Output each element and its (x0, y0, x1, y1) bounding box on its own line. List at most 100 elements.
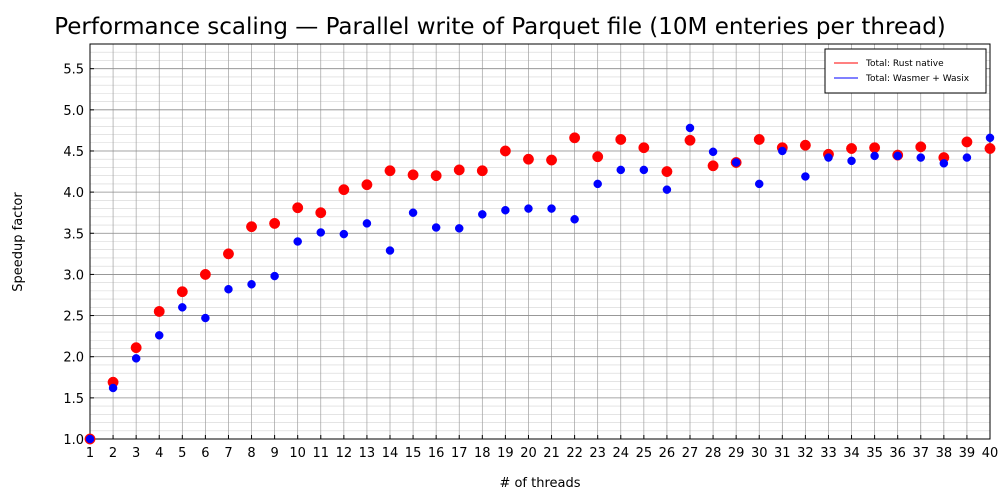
y-axis: 1.0 1.5 2.0 2.5 3.0 3.5 4.0 4.5 5.0 5.5 (63, 63, 94, 448)
x-tick-label: 14 (382, 446, 399, 461)
x-tick-label: 36 (889, 446, 906, 461)
x-tick-label: 3 (132, 446, 140, 461)
y-tick-label: 5.0 (63, 104, 84, 119)
data-point-series-0 (661, 166, 673, 178)
data-point-series-0 (684, 134, 696, 146)
x-tick-label: 30 (751, 446, 768, 461)
legend: Total: Rust native Total: Wasmer + Wasix (824, 48, 987, 94)
major-grid (89, 44, 991, 440)
data-point-series-0 (476, 165, 488, 177)
legend-label-rust: Total: Rust native (865, 59, 944, 69)
x-tick-label: 11 (312, 446, 329, 461)
data-point-series-1 (178, 303, 187, 312)
x-tick-label: 20 (520, 446, 537, 461)
x-tick-label: 33 (820, 446, 837, 461)
x-tick-label: 34 (843, 446, 860, 461)
data-point-series-1 (408, 208, 418, 217)
data-point-series-0 (984, 143, 996, 154)
data-point-series-1 (547, 204, 556, 213)
data-point-series-0 (176, 286, 188, 298)
y-axis-label: Speedup factor (11, 192, 26, 292)
data-point-series-1 (985, 133, 995, 143)
data-point-series-1 (201, 313, 210, 323)
data-point-series-0 (246, 221, 257, 233)
x-tick-label: 10 (289, 446, 306, 461)
x-tick-label: 5 (178, 446, 186, 461)
x-tick-label: 35 (866, 446, 883, 461)
data-point-series-1 (708, 147, 718, 157)
y-tick-label: 2.0 (63, 351, 84, 366)
data-point-series-1 (293, 237, 302, 246)
x-tick-label: 29 (728, 446, 745, 461)
data-point-series-0 (130, 342, 142, 354)
data-point-series-1 (893, 151, 902, 161)
x-tick-label: 8 (247, 446, 255, 461)
data-point-series-1 (939, 159, 949, 168)
x-tick-label: 19 (497, 446, 514, 461)
minor-grid (90, 43, 990, 440)
data-point-series-0 (499, 145, 511, 157)
data-point-series-1 (616, 165, 626, 175)
x-tick-label: 32 (797, 446, 814, 461)
data-point-series-0 (153, 305, 165, 317)
data-point-series-1 (662, 185, 672, 194)
x-tick-label: 1 (86, 446, 94, 461)
data-point-series-1 (754, 179, 764, 189)
data-point-series-1 (362, 219, 372, 228)
data-point-series-0 (615, 134, 627, 145)
x-tick-label: 39 (959, 446, 976, 461)
data-point-series-1 (847, 156, 856, 166)
data-point-series-0 (569, 132, 581, 144)
data-point-series-1 (85, 434, 95, 444)
data-point-series-0 (453, 164, 465, 176)
data-point-series-1 (870, 151, 879, 161)
data-point-series-0 (384, 165, 396, 177)
data-point-series-1 (224, 284, 233, 294)
legend-box (824, 48, 987, 94)
data-point-series-0 (961, 136, 973, 148)
y-tick-label: 5.5 (63, 63, 84, 78)
x-tick-label: 4 (155, 446, 163, 461)
data-point-series-0 (430, 170, 442, 182)
data-point-series-0 (292, 202, 304, 214)
x-tick-label: 22 (566, 446, 583, 461)
x-tick-label: 2 (109, 446, 117, 461)
data-point-series-1 (454, 224, 464, 233)
data-point-series-1 (778, 146, 787, 156)
y-tick-label: 1.5 (63, 392, 84, 407)
x-tick-label: 15 (405, 446, 422, 461)
data-point-series-1 (154, 331, 164, 340)
data-point-series-0 (915, 141, 927, 153)
x-tick-label: 38 (936, 446, 953, 461)
y-tick-label: 3.5 (63, 227, 84, 242)
y-tick-label: 4.0 (63, 186, 84, 201)
data-point-series-1 (501, 205, 510, 215)
data-point-series-0 (523, 153, 534, 165)
data-point-series-1 (916, 153, 926, 162)
y-tick-label: 2.5 (63, 310, 84, 325)
data-point-series-1 (824, 153, 833, 162)
x-tick-label: 24 (612, 446, 629, 461)
x-tick-label: 21 (543, 446, 560, 461)
x-tick-label: 9 (270, 446, 278, 461)
data-point-series-1 (316, 228, 326, 237)
x-tick-label: 6 (201, 446, 209, 461)
x-axis: 1 2 3 4 5 6 7 8 9 10 11 12 13 14 15 16 17 18 19 20 21 22 23 24 2… (86, 435, 998, 461)
data-point-series-1 (478, 210, 487, 219)
data-point-series-0 (223, 248, 234, 260)
x-tick-label: 28 (705, 446, 722, 461)
data-point-series-0 (546, 154, 557, 166)
data-point-series-1 (685, 123, 695, 133)
data-point-series-0 (799, 139, 811, 151)
x-tick-label: 13 (359, 446, 376, 461)
data-point-series-1 (131, 354, 141, 363)
data-point-series-0 (638, 142, 650, 154)
data-point-series-1 (731, 158, 741, 167)
data-point-series-1 (431, 223, 441, 232)
x-tick-label: 26 (659, 446, 676, 461)
x-axis-label: # of threads (499, 476, 580, 491)
plot-area (89, 43, 991, 440)
data-point-series-1 (108, 383, 118, 393)
y-tick-label: 3.0 (63, 268, 84, 283)
